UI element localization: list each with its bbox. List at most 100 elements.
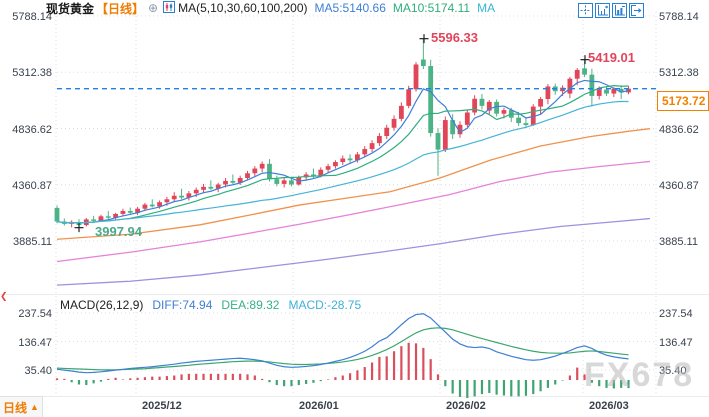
- macd-axis-label-right: 35.40: [659, 365, 687, 378]
- price-axis-label-left: 4360.87: [12, 179, 52, 192]
- kline-icon: [163, 0, 176, 16]
- ma200-line: [56, 217, 651, 286]
- candle[interactable]: [384, 127, 390, 137]
- candle[interactable]: [252, 168, 258, 174]
- candle[interactable]: [626, 88, 631, 93]
- price-axis-label-left: 4836.62: [12, 123, 52, 136]
- candle[interactable]: [193, 189, 199, 194]
- candle[interactable]: [113, 213, 119, 218]
- candle[interactable]: [318, 169, 324, 177]
- candle[interactable]: [457, 124, 463, 135]
- candle[interactable]: [135, 208, 140, 213]
- candle[interactable]: [472, 98, 478, 113]
- axes-bars-button[interactable]: [612, 3, 627, 18]
- macd-axis-label-left: 136.47: [18, 336, 52, 349]
- axes-zoom-button[interactable]: [595, 3, 610, 18]
- ma-settings-label: MA(5,10,30,60,100,200): [178, 1, 308, 15]
- candle[interactable]: [355, 154, 360, 161]
- candle[interactable]: [223, 180, 228, 185]
- candle[interactable]: [311, 174, 316, 177]
- symbol-name: 现货黄金: [46, 1, 95, 16]
- price-axis-label-right: 5312.38: [659, 67, 699, 80]
- candle[interactable]: [442, 120, 448, 150]
- candle[interactable]: [91, 219, 97, 221]
- candle[interactable]: [245, 173, 250, 178]
- candle[interactable]: [450, 120, 456, 135]
- candle[interactable]: [376, 136, 382, 144]
- candle[interactable]: [479, 98, 485, 106]
- candle[interactable]: [149, 204, 155, 207]
- add-indicator-icon[interactable]: ⊕: [148, 1, 159, 15]
- candle[interactable]: [494, 101, 500, 114]
- candle[interactable]: [501, 110, 507, 114]
- x-axis-label: 2026/01: [299, 400, 339, 412]
- candle[interactable]: [215, 184, 221, 189]
- price-axis-label-right: 3885.11: [659, 236, 698, 248]
- candle[interactable]: [164, 199, 170, 203]
- candle[interactable]: [179, 195, 184, 198]
- candle[interactable]: [589, 74, 595, 96]
- candle[interactable]: [618, 88, 624, 93]
- candle[interactable]: [582, 68, 587, 75]
- candle[interactable]: [347, 158, 353, 161]
- candle[interactable]: [435, 133, 441, 150]
- candle[interactable]: [259, 163, 265, 169]
- candle[interactable]: [157, 202, 162, 207]
- diff-value-label: DIFF:74.94: [152, 298, 213, 312]
- candle[interactable]: [464, 112, 470, 125]
- ma30-group: [56, 100, 629, 224]
- candle[interactable]: [127, 210, 133, 213]
- candle[interactable]: [230, 180, 236, 183]
- candle[interactable]: [596, 89, 602, 96]
- candle[interactable]: [391, 118, 397, 128]
- candle[interactable]: [201, 186, 206, 190]
- candle[interactable]: [333, 162, 338, 167]
- candle[interactable]: [267, 163, 272, 180]
- candle[interactable]: [516, 117, 522, 124]
- candle[interactable]: [171, 195, 177, 200]
- candle[interactable]: [281, 180, 287, 184]
- candle[interactable]: [54, 207, 60, 222]
- candle[interactable]: [604, 89, 609, 94]
- price-annotation: 5596.33: [431, 30, 478, 45]
- candle[interactable]: [545, 86, 551, 100]
- candle[interactable]: [274, 179, 280, 184]
- candle[interactable]: [486, 101, 492, 111]
- candle[interactable]: [369, 143, 375, 150]
- candle[interactable]: [105, 216, 111, 218]
- candle[interactable]: [237, 177, 243, 183]
- candle[interactable]: [428, 66, 434, 134]
- price-axis-label-left: 5788.14: [12, 11, 52, 23]
- candle[interactable]: [325, 166, 331, 170]
- candle[interactable]: [420, 59, 426, 67]
- macd-axis-label-left: 35.40: [24, 365, 52, 378]
- candle[interactable]: [406, 89, 412, 106]
- extreme-markers: [74, 34, 590, 233]
- candle[interactable]: [530, 106, 536, 126]
- candle[interactable]: [398, 105, 404, 119]
- candle[interactable]: [523, 123, 529, 126]
- candle[interactable]: [560, 87, 565, 92]
- candle[interactable]: [574, 69, 580, 79]
- candle[interactable]: [289, 180, 294, 185]
- crosshair-move-button[interactable]: [578, 3, 593, 18]
- panel-resize-icon[interactable]: ❮: [0, 291, 8, 301]
- candle[interactable]: [611, 88, 617, 94]
- candle[interactable]: [413, 64, 419, 90]
- candle[interactable]: [186, 193, 192, 198]
- candle[interactable]: [98, 216, 104, 221]
- period-up-arrow-icon: ▲: [30, 402, 39, 412]
- candle[interactable]: [120, 210, 126, 214]
- candle[interactable]: [208, 186, 214, 189]
- exit-chart-button[interactable]: [629, 3, 644, 18]
- candle[interactable]: [538, 99, 543, 107]
- period-selector[interactable]: 日线 ▲: [0, 396, 43, 417]
- candle[interactable]: [362, 149, 368, 155]
- x-axis-label: 2025/12: [142, 400, 182, 412]
- candle[interactable]: [567, 78, 573, 94]
- x-axis-label: 2026/02: [446, 400, 486, 412]
- candle[interactable]: [340, 158, 346, 163]
- macd-value-label: MACD:-28.75: [288, 298, 362, 312]
- candle[interactable]: [142, 204, 148, 209]
